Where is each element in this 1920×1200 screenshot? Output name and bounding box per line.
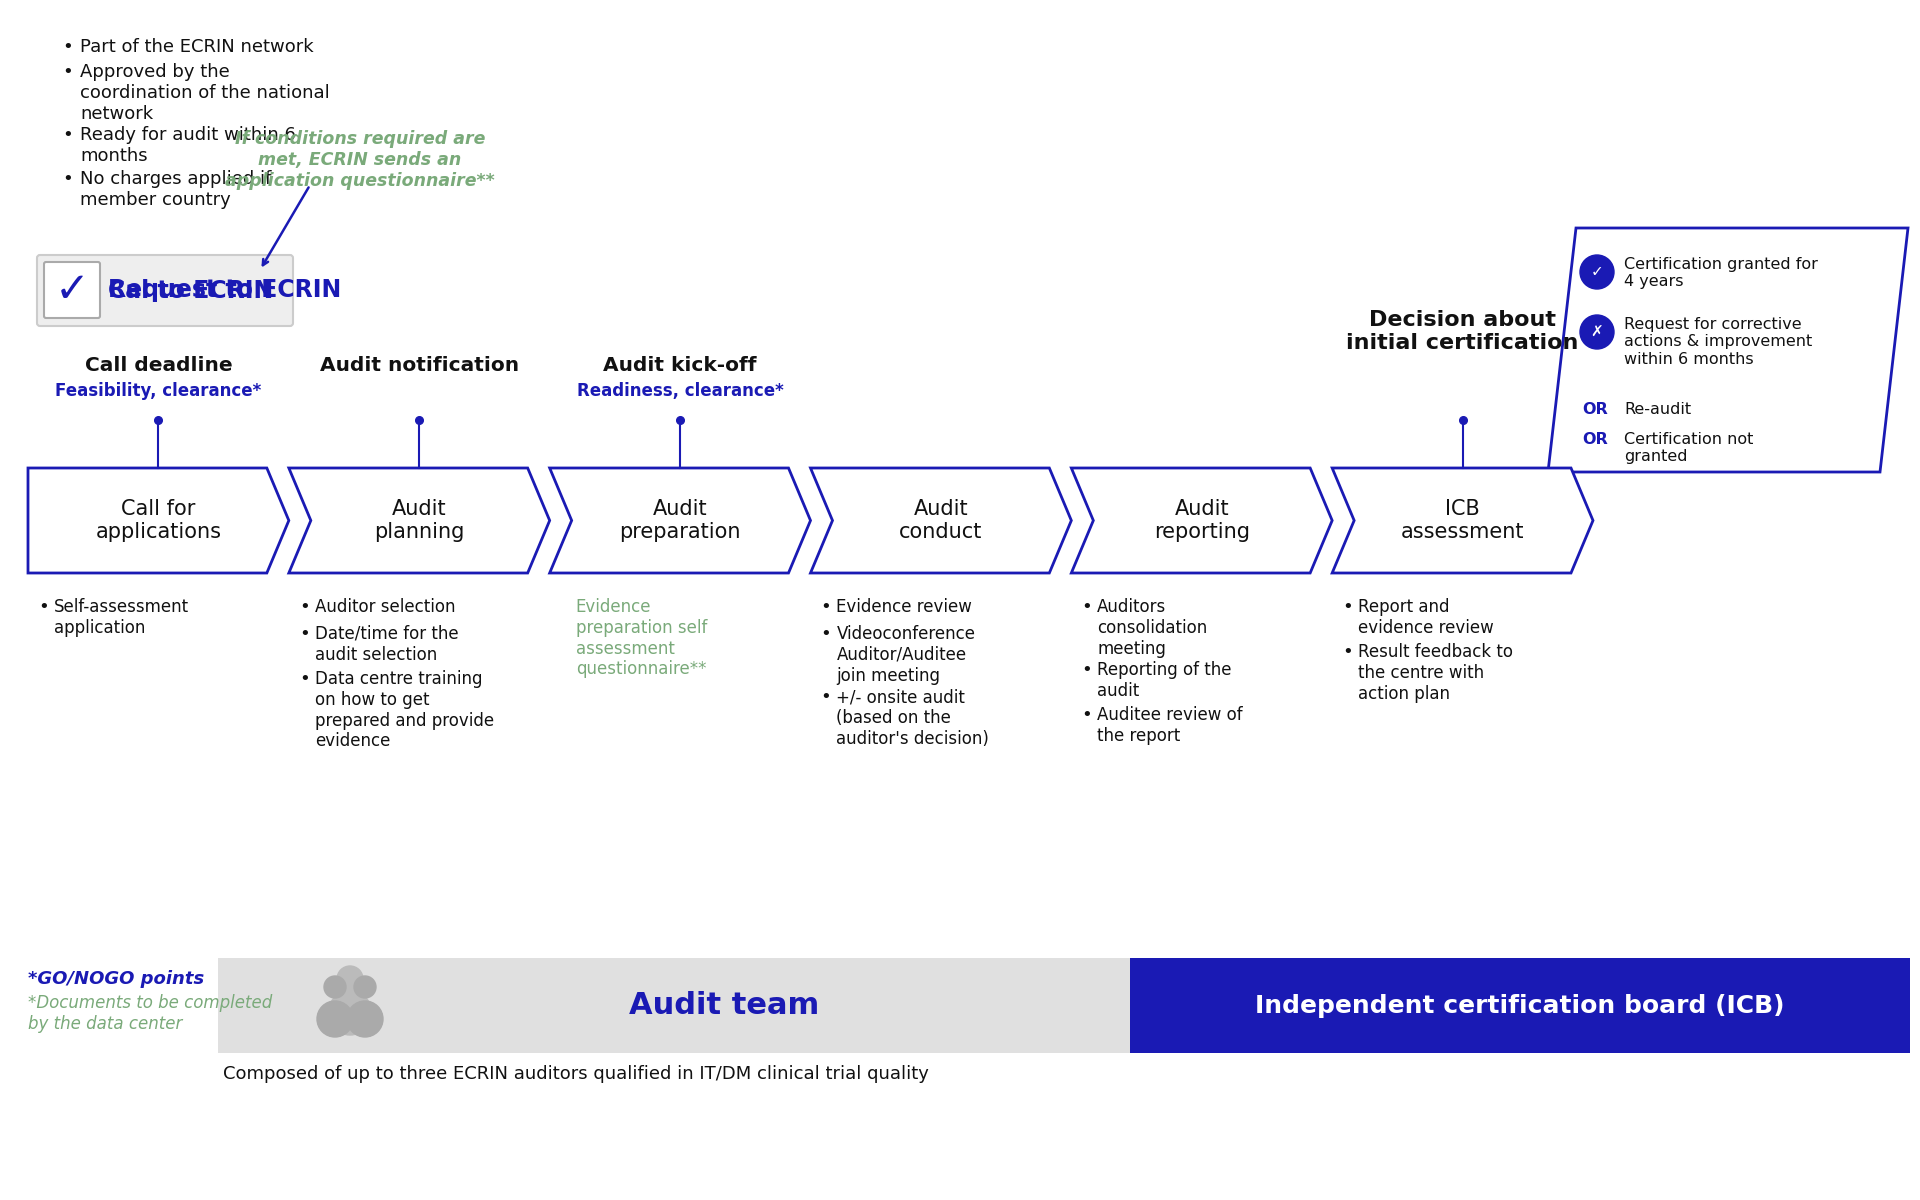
Circle shape — [348, 1001, 382, 1037]
Text: Data centre training
on how to get
prepared and provide
evidence: Data centre training on how to get prepa… — [315, 670, 493, 750]
Text: ✓: ✓ — [1590, 264, 1603, 280]
Text: OR: OR — [1582, 402, 1607, 416]
Text: +/- onsite audit
(based on the
auditor's decision): +/- onsite audit (based on the auditor's… — [837, 688, 989, 748]
Text: Approved by the
coordination of the national
network: Approved by the coordination of the nati… — [81, 62, 330, 122]
Text: •: • — [38, 598, 48, 616]
Text: •: • — [300, 625, 309, 643]
Polygon shape — [288, 468, 549, 572]
Circle shape — [328, 991, 372, 1034]
Polygon shape — [1332, 468, 1594, 572]
Text: •: • — [1342, 598, 1354, 616]
Text: *Documents to be completed
by the data center: *Documents to be completed by the data c… — [29, 994, 273, 1033]
Text: Decision about
initial certification: Decision about initial certification — [1346, 310, 1578, 353]
Text: Auditors
consolidation
meeting: Auditors consolidation meeting — [1098, 598, 1208, 658]
Text: •: • — [300, 598, 309, 616]
Polygon shape — [1071, 468, 1332, 572]
Text: Report and
evidence review: Report and evidence review — [1357, 598, 1494, 637]
FancyBboxPatch shape — [1131, 958, 1910, 1054]
Circle shape — [1580, 314, 1615, 349]
Text: OR: OR — [1582, 432, 1607, 446]
Text: Audit
reporting: Audit reporting — [1154, 499, 1250, 542]
Text: Certification granted for
4 years: Certification granted for 4 years — [1624, 257, 1818, 289]
Text: Audit
preparation: Audit preparation — [620, 499, 741, 542]
Text: Videoconference
Auditor/Auditee
join meeting: Videoconference Auditor/Auditee join mee… — [837, 625, 975, 684]
Text: ✓: ✓ — [54, 269, 90, 311]
Text: If conditions required are
met, ECRIN sends an
application questionnaire**: If conditions required are met, ECRIN se… — [225, 130, 495, 190]
Text: •: • — [1081, 598, 1092, 616]
Text: Evidence
preparation self
assessment
questionnaire**: Evidence preparation self assessment que… — [576, 598, 707, 678]
Polygon shape — [549, 468, 810, 572]
Text: Independent certification board (ICB): Independent certification board (ICB) — [1256, 994, 1786, 1018]
Text: •: • — [61, 126, 73, 144]
Polygon shape — [810, 468, 1071, 572]
Text: Readiness, clearance*: Readiness, clearance* — [576, 382, 783, 400]
Text: Auditor selection: Auditor selection — [315, 598, 455, 616]
Text: Auditee review of
the report: Auditee review of the report — [1098, 706, 1242, 745]
Circle shape — [317, 1001, 353, 1037]
Text: •: • — [61, 62, 73, 80]
Text: Request to ECRIN: Request to ECRIN — [108, 278, 342, 302]
Text: Evidence review: Evidence review — [837, 598, 972, 616]
Text: •: • — [61, 38, 73, 56]
Text: •: • — [1342, 643, 1354, 661]
Text: *GO/NOGO points: *GO/NOGO points — [29, 970, 204, 988]
Circle shape — [338, 966, 363, 992]
Text: Reporting of the
audit: Reporting of the audit — [1098, 661, 1233, 700]
Polygon shape — [1548, 228, 1908, 472]
Text: Ready for audit within 6
months: Ready for audit within 6 months — [81, 126, 296, 164]
Text: Audit kick-off: Audit kick-off — [603, 356, 756, 374]
Text: Audit
conduct: Audit conduct — [899, 499, 983, 542]
Text: Audit notification: Audit notification — [321, 356, 518, 374]
Text: Audit team: Audit team — [630, 991, 820, 1020]
Polygon shape — [29, 468, 288, 572]
FancyBboxPatch shape — [36, 254, 294, 326]
Text: ✗: ✗ — [1590, 324, 1603, 340]
Text: •: • — [1081, 706, 1092, 724]
Text: No charges applied if
member country: No charges applied if member country — [81, 170, 271, 209]
Text: •: • — [820, 598, 831, 616]
Text: •: • — [300, 670, 309, 688]
Text: •: • — [1081, 661, 1092, 679]
Text: Request for corrective
actions & improvement
within 6 months: Request for corrective actions & improve… — [1624, 317, 1812, 367]
Text: Call for
applications: Call for applications — [96, 499, 221, 542]
Text: Result feedback to
the centre with
action plan: Result feedback to the centre with actio… — [1357, 643, 1513, 702]
Circle shape — [1580, 254, 1615, 289]
FancyBboxPatch shape — [44, 262, 100, 318]
Text: Self-assessment
application: Self-assessment application — [54, 598, 190, 637]
Circle shape — [353, 976, 376, 998]
Text: Feasibility, clearance*: Feasibility, clearance* — [56, 382, 261, 400]
Circle shape — [324, 976, 346, 998]
Text: Re-audit: Re-audit — [1624, 402, 1692, 416]
Text: Date/time for the
audit selection: Date/time for the audit selection — [315, 625, 459, 664]
Text: Cal to ECRIN: Cal to ECRIN — [108, 278, 273, 302]
Text: Composed of up to three ECRIN auditors qualified in IT/DM clinical trial quality: Composed of up to three ECRIN auditors q… — [223, 1066, 929, 1082]
Text: •: • — [820, 625, 831, 643]
Text: ICB
assessment: ICB assessment — [1402, 499, 1524, 542]
Text: Certification not
granted: Certification not granted — [1624, 432, 1753, 464]
Text: Call deadline: Call deadline — [84, 356, 232, 374]
FancyBboxPatch shape — [219, 958, 1131, 1054]
Text: Part of the ECRIN network: Part of the ECRIN network — [81, 38, 313, 56]
Text: Audit
planning: Audit planning — [374, 499, 465, 542]
Text: •: • — [61, 170, 73, 188]
Text: •: • — [820, 688, 831, 706]
